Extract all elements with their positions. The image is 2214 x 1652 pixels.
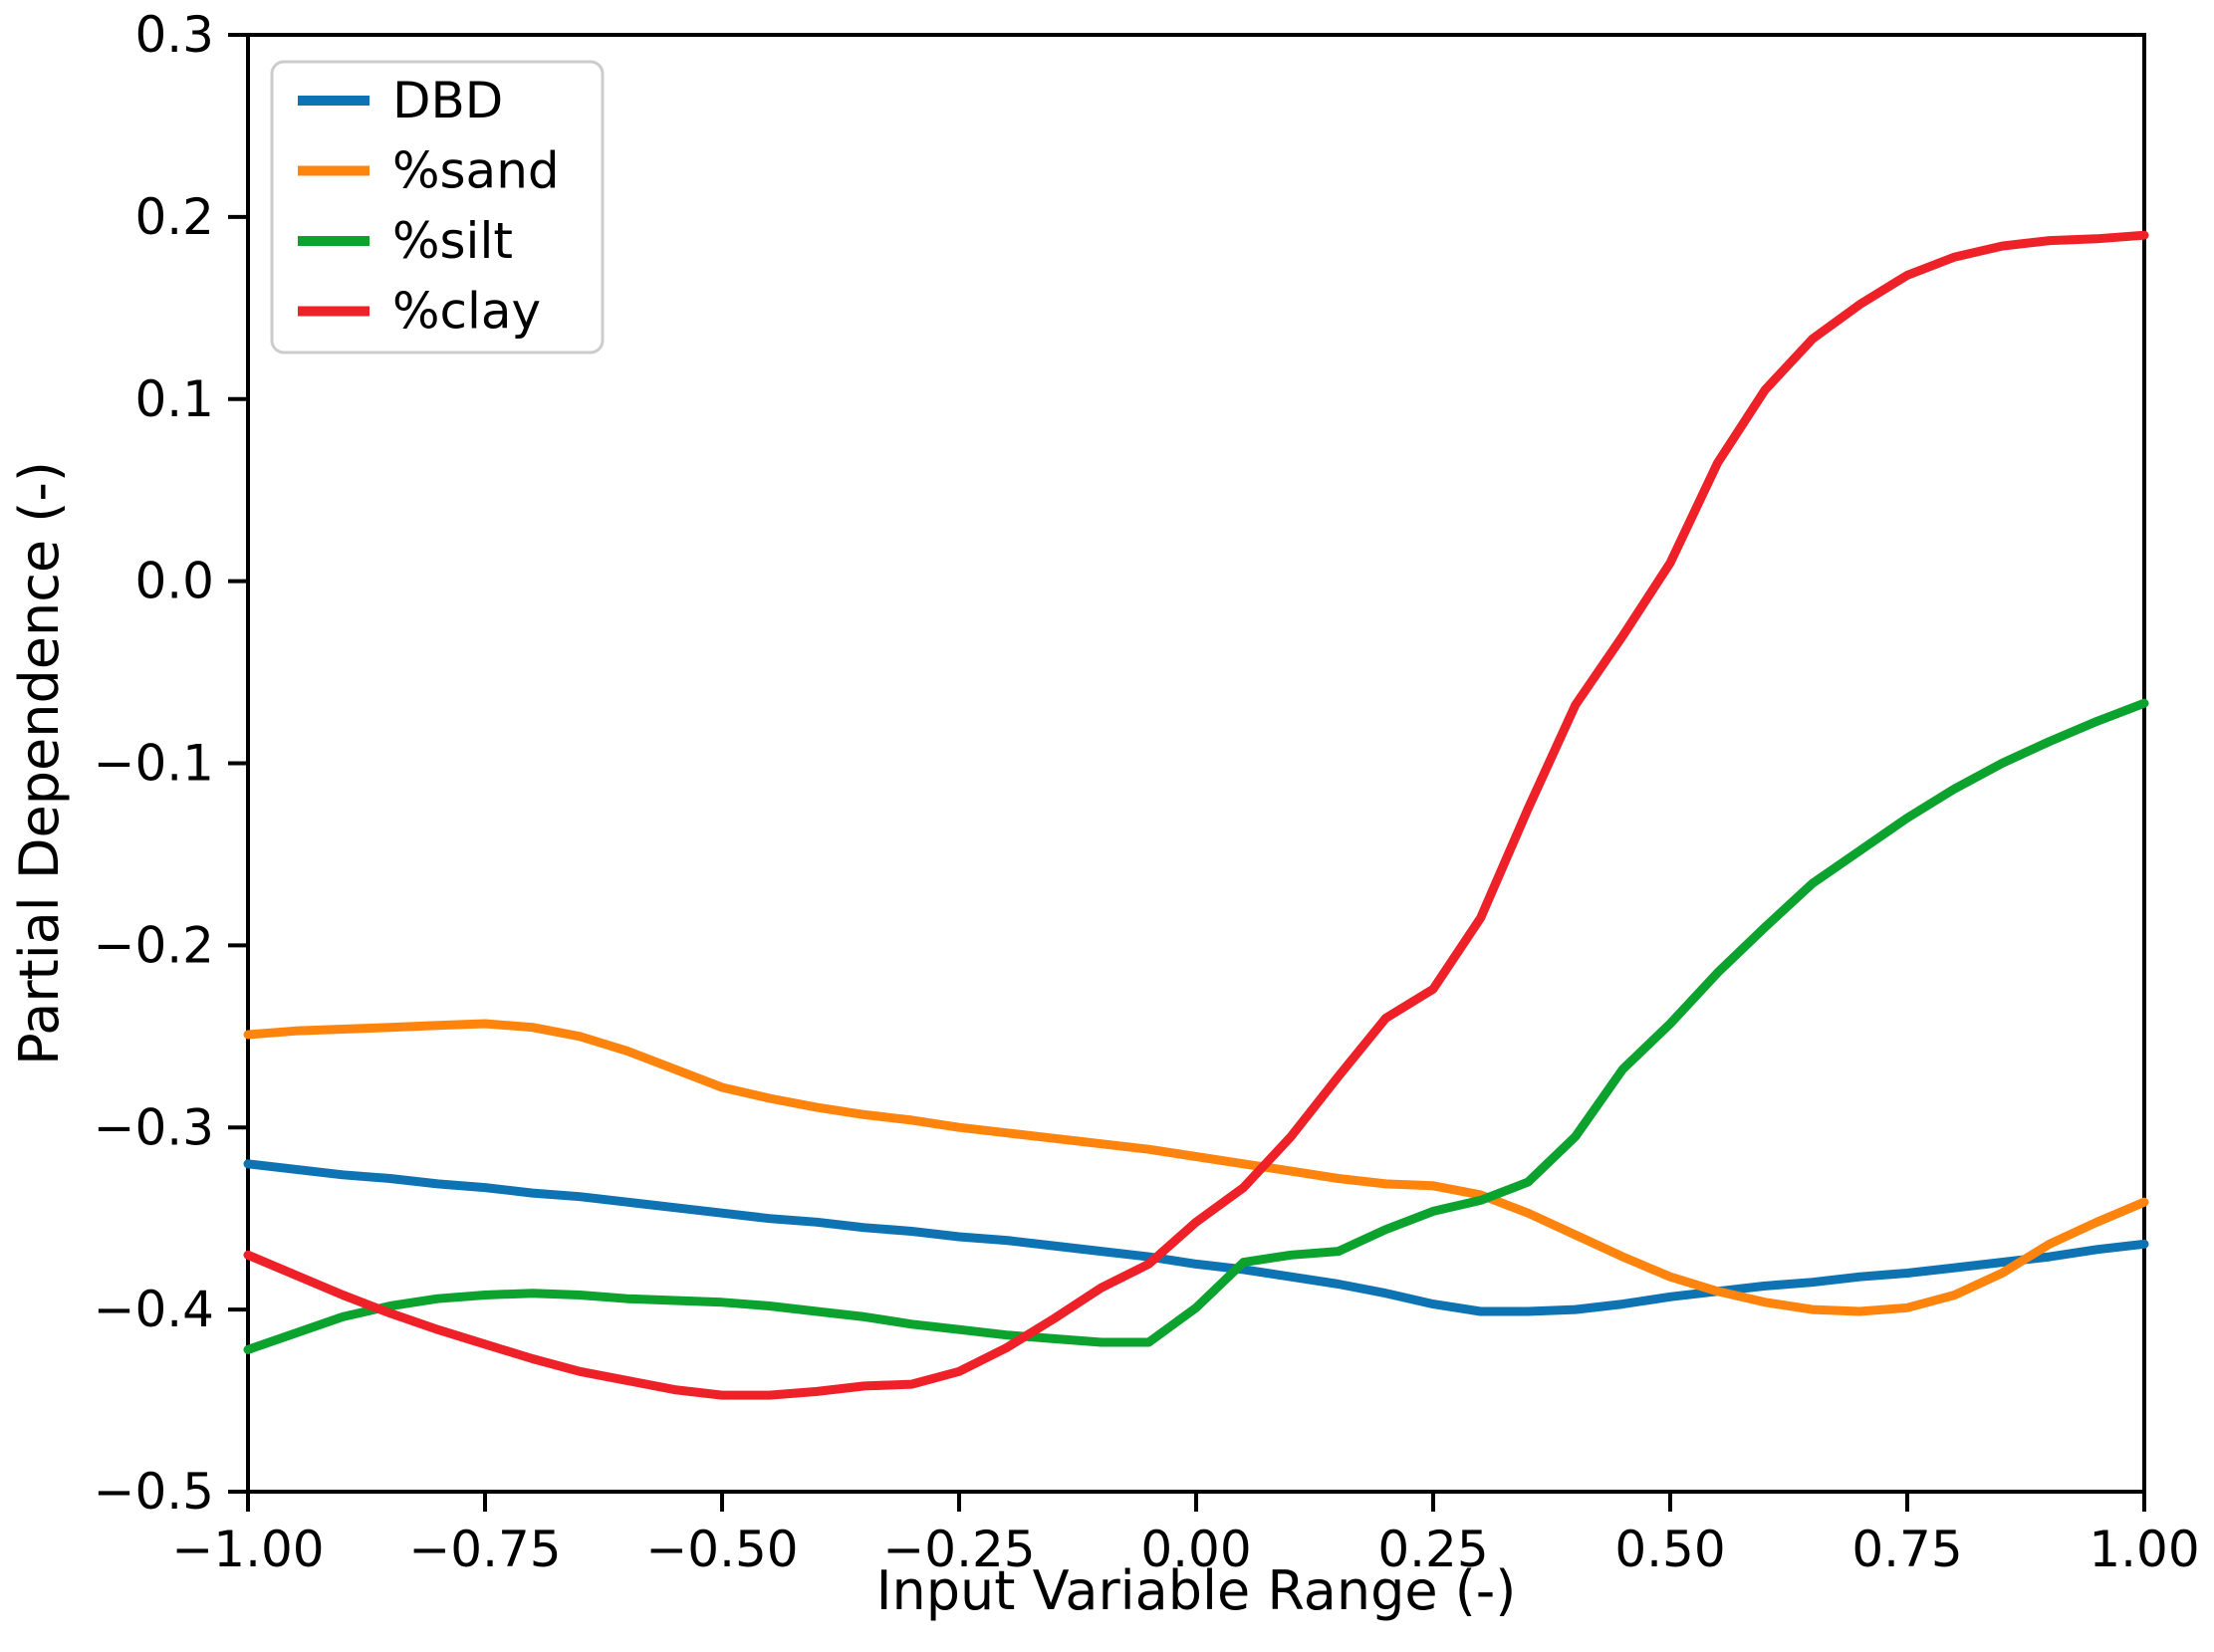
legend-label-DBD: DBD	[392, 72, 503, 129]
curve-%silt	[243, 698, 2149, 1354]
x-tick-label: −0.50	[645, 1521, 798, 1578]
x-tick-label: 0.75	[1851, 1521, 1962, 1578]
legend-label-%clay: %clay	[392, 283, 541, 341]
y-tick-label: 0.2	[134, 188, 214, 246]
curve-DBD	[243, 1159, 2149, 1316]
y-tick-label: −0.3	[94, 1098, 214, 1156]
x-tick-label: −1.00	[171, 1521, 324, 1578]
y-tick-label: −0.5	[94, 1463, 214, 1521]
x-tick-label: 0.00	[1140, 1521, 1251, 1578]
y-tick-label: 0.1	[134, 370, 214, 428]
legend-item-%clay: %clay	[298, 283, 541, 341]
y-tick-label: −0.2	[94, 916, 214, 974]
legend-background	[270, 60, 605, 354]
legend-box: DBD %sand %silt %clay	[270, 60, 605, 354]
legend-item-DBD: DBD	[298, 72, 503, 129]
x-axis-label: Input Variable Range (-)	[876, 1559, 1517, 1622]
curves	[243, 230, 2149, 1400]
y-tick-label: −0.1	[94, 735, 214, 793]
y-axis-label: Partial Dependence (-)	[8, 461, 71, 1065]
legend-label-%sand: %sand	[392, 142, 560, 200]
x-tick-label: 0.25	[1377, 1521, 1488, 1578]
x-tick-label: 0.50	[1614, 1521, 1725, 1578]
y-tick-label: 0.3	[134, 6, 214, 64]
x-tick-label: −0.25	[882, 1521, 1035, 1578]
legend-item-%silt: %silt	[298, 212, 513, 270]
y-tick-label: 0.0	[134, 553, 214, 610]
y-tick-label: −0.4	[94, 1281, 214, 1338]
legend-item-%sand: %sand	[298, 142, 560, 200]
curve-%sand	[243, 1019, 2149, 1316]
curve-%clay	[243, 230, 2149, 1400]
axis-ticks: −1.00 −0.75 −0.50 −0.25 0.00 0.25 0.50 0.75 1.00…	[94, 6, 2200, 1578]
legend-label-%silt: %silt	[392, 212, 513, 270]
x-tick-label: 1.00	[2089, 1521, 2199, 1578]
x-tick-label: −0.75	[408, 1521, 561, 1578]
